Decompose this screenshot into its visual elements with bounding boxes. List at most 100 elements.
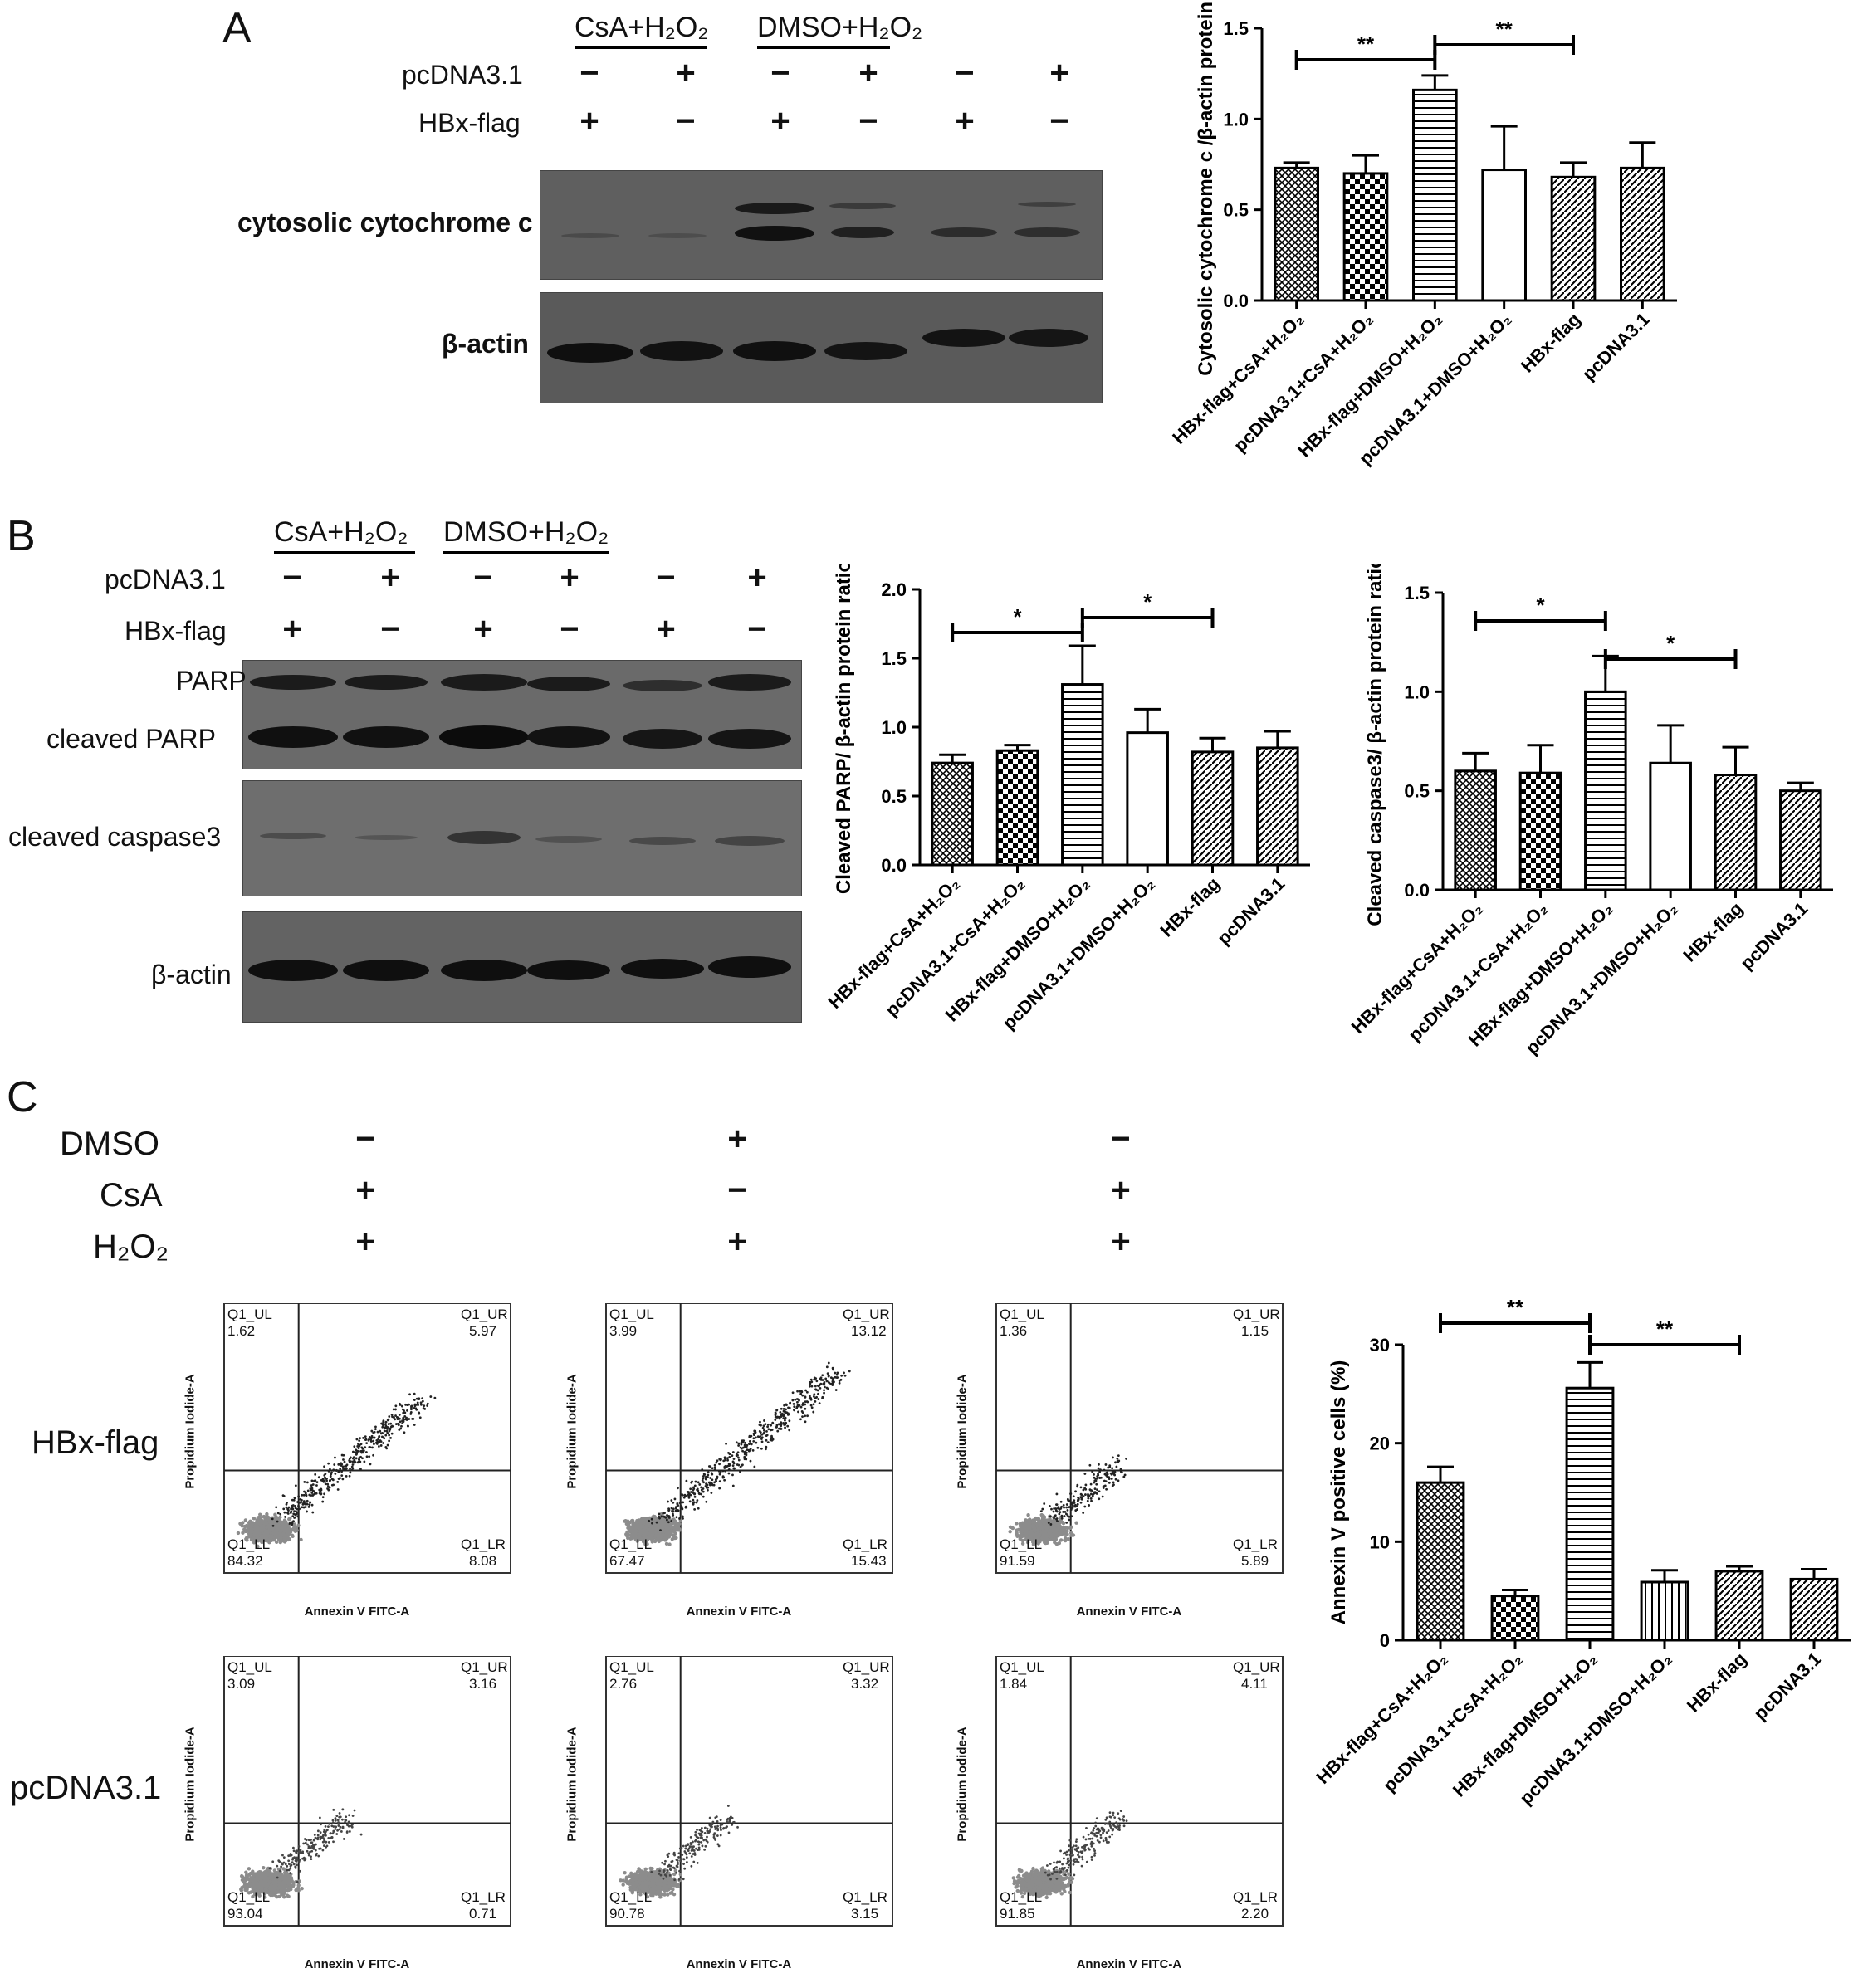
quadrant-value: 0.71 xyxy=(469,1906,496,1922)
group-label-dmso: DMSO+H₂O₂ xyxy=(443,516,609,549)
bar xyxy=(1258,748,1298,865)
bar xyxy=(1455,771,1496,890)
quadrant-name: Q1_LL xyxy=(1000,1536,1042,1553)
sign-marker: − xyxy=(1111,1121,1130,1158)
quadrant-value: 8.08 xyxy=(469,1553,496,1570)
flow-xlabel: Annexin V FITC-A xyxy=(687,1605,792,1619)
bar xyxy=(1275,168,1318,300)
flow-xlabel: Annexin V FITC-A xyxy=(687,1957,792,1971)
blot-bands xyxy=(243,912,801,1022)
blot-label-actin: β-actin xyxy=(442,329,529,359)
significance-label: * xyxy=(1143,589,1152,614)
quadrant-value: 90.78 xyxy=(609,1906,645,1922)
sign-marker: − xyxy=(282,559,301,597)
panel-letter-a: A xyxy=(222,3,252,53)
group-label-csa: CsA+H₂O₂ xyxy=(274,516,408,549)
x-tick-label: pcDNA3.1 xyxy=(1213,873,1288,949)
sign-marker: + xyxy=(473,611,492,648)
blot-beta-actin-a xyxy=(540,292,1103,403)
sign-marker: + xyxy=(676,55,695,92)
blot-label-actin: β-actin xyxy=(151,960,232,990)
quadrant-value: 5.97 xyxy=(469,1323,496,1340)
sign-marker: − xyxy=(727,1172,746,1209)
quadrant-name: Q1_UL xyxy=(1000,1659,1044,1676)
quadrant-value: 93.04 xyxy=(227,1906,263,1922)
bar-chart-parp: 0.00.51.01.52.0HBx-flag+CsA+H₂O₂pcDNA3.1… xyxy=(814,564,1328,1096)
significance-label: * xyxy=(1536,593,1545,618)
blot-bands xyxy=(243,661,801,769)
sign-marker: + xyxy=(579,103,599,140)
blot-bands xyxy=(540,171,1102,279)
quadrant-name: Q1_UR xyxy=(1233,1307,1280,1323)
significance-label: * xyxy=(1013,604,1022,629)
blot-cytochrome-c xyxy=(540,170,1103,280)
bar xyxy=(1641,1582,1688,1640)
bar xyxy=(1417,1482,1464,1640)
flow-xlabel: Annexin V FITC-A xyxy=(1077,1957,1182,1971)
y-tick-label: 0.5 xyxy=(1404,781,1430,802)
quadrant-name: Q1_LL xyxy=(1000,1889,1042,1906)
bar-chart-caspase3: 0.00.51.01.5HBx-flag+CsA+H₂O₂pcDNA3.1+Cs… xyxy=(1337,564,1851,1096)
quadrant-name: Q1_UR xyxy=(461,1307,508,1323)
bar xyxy=(1483,170,1526,300)
quadrant-name: Q1_LR xyxy=(461,1536,506,1553)
blot-label-cytochrome: cytosolic cytochrome c xyxy=(237,208,533,238)
blot-bands xyxy=(243,781,801,896)
sign-marker: + xyxy=(282,611,301,648)
blot-bands xyxy=(540,293,1102,403)
sign-marker: + xyxy=(770,103,790,140)
quadrant-name: Q1_UL xyxy=(609,1307,654,1323)
bar xyxy=(1192,752,1233,865)
flow-scatter xyxy=(573,1656,909,1984)
quadrant-name: Q1_LR xyxy=(1233,1889,1278,1906)
quadrant-name: Q1_LL xyxy=(609,1889,652,1906)
sign-marker: + xyxy=(1111,1172,1130,1209)
sign-marker: − xyxy=(1049,103,1068,140)
sign-marker: + xyxy=(1049,55,1068,92)
bar xyxy=(932,763,973,865)
flow-ylabel: Propidium Iodide-A xyxy=(565,1375,579,1489)
blot-label-cleaved-caspase3: cleaved caspase3 xyxy=(8,822,221,852)
sign-marker: − xyxy=(676,103,695,140)
quadrant-name: Q1_UL xyxy=(1000,1307,1044,1323)
blot-cleaved-caspase3 xyxy=(242,780,802,896)
treat-label-h2o2: H₂O₂ xyxy=(93,1228,169,1266)
bar xyxy=(1344,173,1387,300)
sign-marker: + xyxy=(1111,1224,1130,1261)
sign-marker: − xyxy=(579,55,599,92)
significance-label: ** xyxy=(1656,1316,1674,1341)
treat-label-dmso: DMSO xyxy=(60,1126,159,1163)
sign-marker: + xyxy=(656,611,675,648)
flow-scatter xyxy=(963,1303,1299,1631)
sign-marker: − xyxy=(380,611,399,648)
group-label-csa: CsA+H₂O₂ xyxy=(575,12,708,44)
flow-ylabel: Propidium Iodide-A xyxy=(183,1375,198,1489)
sign-marker: + xyxy=(355,1224,374,1261)
x-tick-label: HBx-flag xyxy=(1679,898,1747,966)
y-tick-label: 20 xyxy=(1370,1434,1390,1454)
quadrant-name: Q1_UL xyxy=(609,1659,654,1676)
sign-marker: − xyxy=(656,559,675,597)
sign-marker: + xyxy=(560,559,579,597)
quadrant-value: 2.76 xyxy=(609,1676,637,1692)
blot-beta-actin-b xyxy=(242,911,802,1023)
y-axis-label: Cytosolic cytochrome c /β-actin protein … xyxy=(1195,0,1217,376)
flow-scatter xyxy=(191,1656,527,1984)
quadrant-name: Q1_UL xyxy=(227,1307,272,1323)
flow-xlabel: Annexin V FITC-A xyxy=(305,1957,410,1971)
bar xyxy=(1715,775,1756,890)
y-tick-label: 1.5 xyxy=(881,648,907,669)
y-tick-label: 1.5 xyxy=(1404,583,1430,603)
bar-chart-annexin: 0102030HBx-flag+CsA+H₂O₂pcDNA3.1+CsA+H₂O… xyxy=(1312,1278,1863,1909)
flow-row-label-pcdna: pcDNA3.1 xyxy=(10,1770,161,1807)
y-tick-label: 1.0 xyxy=(1223,109,1249,129)
bar xyxy=(1791,1579,1837,1640)
bar xyxy=(1492,1596,1538,1640)
x-tick-label: HBx-flag xyxy=(1517,309,1585,377)
y-tick-label: 0.5 xyxy=(881,786,907,807)
